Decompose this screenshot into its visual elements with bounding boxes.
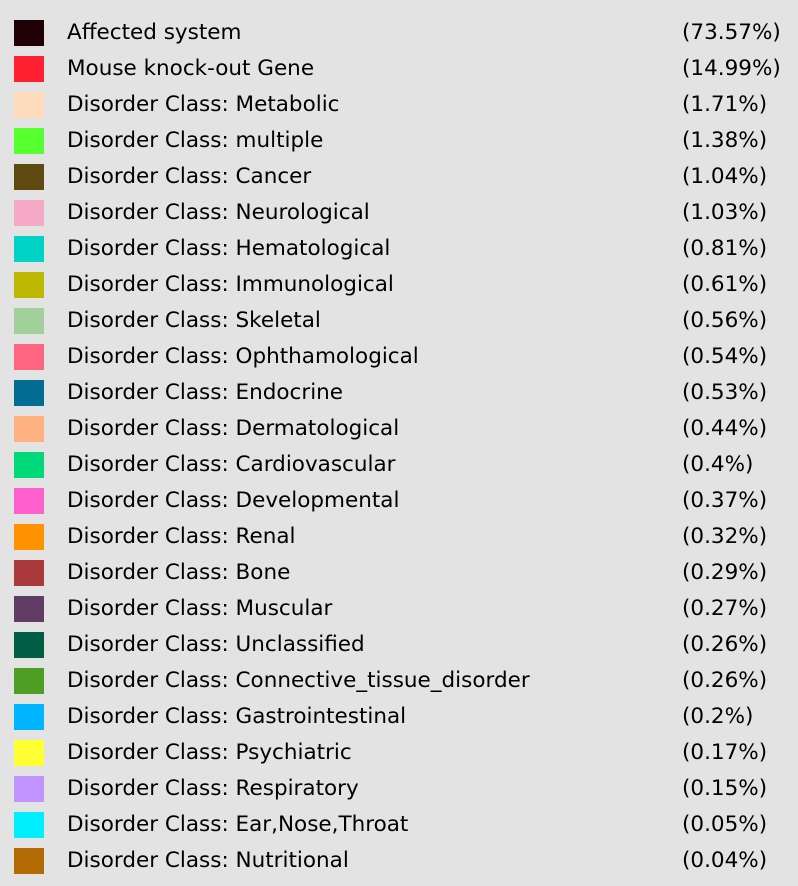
legend-item: Disorder Class: Psychiatric (0.17%) bbox=[0, 737, 798, 773]
legend-item: Disorder Class: Nutritional (0.04%) bbox=[0, 845, 798, 881]
legend-swatch bbox=[14, 740, 44, 766]
legend-item: Disorder Class: Bone (0.29%) bbox=[0, 557, 798, 593]
legend-label: Mouse knock-out Gene bbox=[67, 56, 315, 81]
legend-swatch bbox=[14, 560, 44, 586]
legend-percent: (1.38%) bbox=[682, 128, 768, 153]
legend-swatch bbox=[14, 812, 44, 838]
legend-percent: (0.27%) bbox=[682, 596, 768, 621]
legend-swatch bbox=[14, 20, 44, 46]
legend-label: Disorder Class: Ear,Nose,Throat bbox=[67, 812, 409, 837]
legend-swatch bbox=[14, 668, 44, 694]
legend-percent: (0.26%) bbox=[682, 632, 768, 657]
legend-label: Disorder Class: Unclassified bbox=[67, 632, 365, 657]
legend-label: Disorder Class: Renal bbox=[67, 524, 296, 549]
legend-item: Disorder Class: Ophthamological (0.54%) bbox=[0, 341, 798, 377]
legend-swatch bbox=[14, 632, 44, 658]
legend-label: Disorder Class: Dermatological bbox=[67, 416, 400, 441]
legend-item: Disorder Class: Metabolic (1.71%) bbox=[0, 89, 798, 125]
legend-label: Disorder Class: Neurological bbox=[67, 200, 370, 225]
legend-swatch bbox=[14, 848, 44, 874]
legend-label: Disorder Class: Nutritional bbox=[67, 848, 349, 873]
legend-percent: (0.32%) bbox=[682, 524, 768, 549]
legend-label: Disorder Class: Developmental bbox=[67, 488, 400, 513]
legend-label: Disorder Class: Connective_tissue_disord… bbox=[67, 668, 530, 693]
legend-item: Disorder Class: Cancer (1.04%) bbox=[0, 161, 798, 197]
legend-label: Disorder Class: Ophthamological bbox=[67, 344, 419, 369]
legend-swatch bbox=[14, 524, 44, 550]
legend-item: Disorder Class: Cardiovascular (0.4%) bbox=[0, 449, 798, 485]
legend-item: Disorder Class: Respiratory (0.15%) bbox=[0, 773, 798, 809]
legend-item: Disorder Class: multiple (1.38%) bbox=[0, 125, 798, 161]
legend-percent: (14.99%) bbox=[682, 56, 781, 81]
legend-percent: (0.61%) bbox=[682, 272, 768, 297]
legend-item: Mouse knock-out Gene (14.99%) bbox=[0, 53, 798, 89]
legend-label: Disorder Class: Cancer bbox=[67, 164, 312, 189]
legend-item: Disorder Class: Skeletal (0.56%) bbox=[0, 305, 798, 341]
legend-label: Disorder Class: Immunological bbox=[67, 272, 394, 297]
legend-percent: (0.26%) bbox=[682, 668, 768, 693]
legend-percent: (0.56%) bbox=[682, 308, 768, 333]
legend-swatch bbox=[14, 596, 44, 622]
legend-item: Disorder Class: Ear,Nose,Throat (0.05%) bbox=[0, 809, 798, 845]
legend-label: Disorder Class: multiple bbox=[67, 128, 324, 153]
legend-swatch bbox=[14, 200, 44, 226]
legend-swatch bbox=[14, 308, 44, 334]
legend-swatch bbox=[14, 236, 44, 262]
legend-item: Disorder Class: Dermatological (0.44%) bbox=[0, 413, 798, 449]
legend-percent: (0.17%) bbox=[682, 740, 768, 765]
legend-label: Disorder Class: Cardiovascular bbox=[67, 452, 396, 477]
legend-swatch bbox=[14, 92, 44, 118]
legend-swatch bbox=[14, 164, 44, 190]
legend-label: Disorder Class: Hematological bbox=[67, 236, 391, 261]
legend-percent: (0.53%) bbox=[682, 380, 768, 405]
legend-swatch bbox=[14, 272, 44, 298]
legend-item: Disorder Class: Renal (0.32%) bbox=[0, 521, 798, 557]
legend-percent: (0.29%) bbox=[682, 560, 768, 585]
legend-swatch bbox=[14, 452, 44, 478]
legend-label: Disorder Class: Psychiatric bbox=[67, 740, 352, 765]
legend-item: Disorder Class: Hematological (0.81%) bbox=[0, 233, 798, 269]
legend-percent: (0.2%) bbox=[682, 704, 754, 729]
legend-item: Affected system (73.57%) bbox=[0, 17, 798, 53]
legend-label: Disorder Class: Metabolic bbox=[67, 92, 340, 117]
legend-label: Disorder Class: Skeletal bbox=[67, 308, 321, 333]
legend-swatch bbox=[14, 704, 44, 730]
legend-label: Disorder Class: Bone bbox=[67, 560, 291, 585]
legend-percent: (0.05%) bbox=[682, 812, 768, 837]
legend-item: Disorder Class: Endocrine (0.53%) bbox=[0, 377, 798, 413]
legend-percent: (0.44%) bbox=[682, 416, 768, 441]
legend-item: Disorder Class: Unclassified (0.26%) bbox=[0, 629, 798, 665]
legend-label: Disorder Class: Muscular bbox=[67, 596, 333, 621]
legend-swatch bbox=[14, 416, 44, 442]
legend-percent: (0.81%) bbox=[682, 236, 768, 261]
legend-percent: (0.4%) bbox=[682, 452, 754, 477]
legend-item: Disorder Class: Gastrointestinal (0.2%) bbox=[0, 701, 798, 737]
legend-percent: (73.57%) bbox=[682, 20, 781, 45]
legend-percent: (1.04%) bbox=[682, 164, 768, 189]
legend-swatch bbox=[14, 56, 44, 82]
legend-percent: (0.04%) bbox=[682, 848, 768, 873]
legend-label: Disorder Class: Gastrointestinal bbox=[67, 704, 407, 729]
legend-percent: (1.71%) bbox=[682, 92, 768, 117]
legend-swatch bbox=[14, 128, 44, 154]
legend-percent: (0.54%) bbox=[682, 344, 768, 369]
legend-item: Disorder Class: Connective_tissue_disord… bbox=[0, 665, 798, 701]
legend-item: Disorder Class: Developmental (0.37%) bbox=[0, 485, 798, 521]
legend-item: Disorder Class: Neurological (1.03%) bbox=[0, 197, 798, 233]
legend-label: Affected system bbox=[67, 20, 242, 45]
legend-item: Disorder Class: Muscular (0.27%) bbox=[0, 593, 798, 629]
legend-percent: (0.15%) bbox=[682, 776, 768, 801]
legend-swatch bbox=[14, 488, 44, 514]
legend-item: Disorder Class: Immunological (0.61%) bbox=[0, 269, 798, 305]
legend-label: Disorder Class: Endocrine bbox=[67, 380, 344, 405]
legend-swatch bbox=[14, 380, 44, 406]
legend-swatch bbox=[14, 776, 44, 802]
legend-label: Disorder Class: Respiratory bbox=[67, 776, 359, 801]
legend-percent: (0.37%) bbox=[682, 488, 768, 513]
legend-swatch bbox=[14, 344, 44, 370]
legend-percent: (1.03%) bbox=[682, 200, 768, 225]
